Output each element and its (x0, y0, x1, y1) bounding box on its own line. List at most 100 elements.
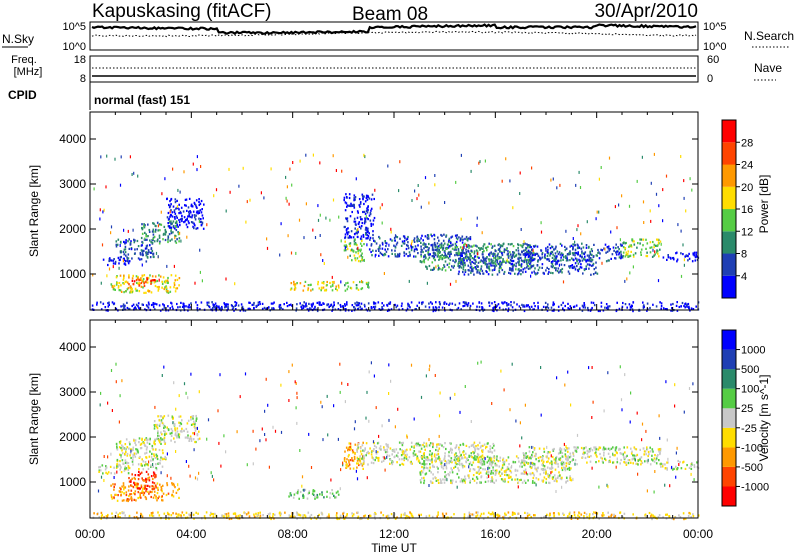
power-cell (478, 262, 480, 264)
velocity-cell (157, 511, 159, 513)
velocity-cell (477, 453, 479, 455)
power-cell (493, 253, 495, 255)
velocity-cell (603, 454, 605, 456)
power-cell (479, 306, 481, 308)
power-cell (207, 304, 209, 306)
power-cell (170, 205, 172, 207)
velocity-cell (454, 456, 456, 458)
velocity-cell (548, 457, 550, 459)
velocity-cell (112, 483, 114, 485)
velocity-cell (636, 454, 638, 456)
power-cell (219, 307, 221, 309)
velocity-cell (424, 457, 426, 459)
power-noise-cell (357, 228, 358, 231)
power-cell (109, 257, 111, 259)
freq-tick-bottom: 8 (80, 73, 86, 85)
power-cell (181, 218, 183, 220)
power-cell (499, 307, 501, 309)
velocity-cell (532, 480, 534, 482)
velocity-cell (155, 457, 157, 459)
power-cell (120, 242, 122, 244)
velocity-cell (154, 439, 156, 441)
velocity-cell (419, 471, 421, 473)
power-cell (195, 218, 197, 220)
velocity-cell (530, 473, 532, 475)
velocity-cell (121, 491, 123, 493)
power-cell (172, 231, 174, 233)
power-cell (581, 250, 583, 252)
power-cell (423, 260, 425, 262)
power-cell (650, 241, 652, 243)
power-cell (116, 240, 118, 242)
power-cell (354, 255, 356, 257)
velocity-cell (164, 456, 166, 458)
velocity-cell (581, 447, 583, 449)
power-noise-cell (390, 228, 391, 231)
velocity-cell (163, 427, 165, 429)
power-noise-cell (199, 249, 200, 252)
velocity-cell (474, 469, 476, 471)
velocity-cell (371, 453, 373, 455)
velocity-cell (502, 472, 504, 474)
velocity-cell (602, 458, 604, 460)
velocity-cell (532, 446, 534, 448)
power-cell (480, 268, 482, 270)
velocity-cell (127, 446, 129, 448)
velocity-cell (514, 479, 516, 481)
power-cell (584, 269, 586, 271)
power-cell (498, 270, 500, 272)
power-cell (148, 249, 150, 251)
power-cell (445, 269, 447, 271)
power-cell (464, 238, 466, 240)
power-cell (472, 246, 474, 248)
power-noise-cell (356, 177, 357, 180)
power-ytick-label: 2000 (59, 222, 86, 236)
velocity-cell (646, 446, 648, 448)
cpid-label: CPID (8, 88, 37, 102)
power-cell (372, 234, 374, 236)
velocity-cell (431, 461, 433, 463)
power-noise-cell (576, 228, 577, 231)
velocity-cell (189, 438, 191, 440)
power-cell (547, 251, 549, 253)
power-cell (670, 304, 672, 306)
power-cell (427, 251, 429, 253)
power-cell (563, 256, 565, 258)
velocity-cell (332, 493, 334, 495)
velocity-cell (567, 480, 569, 482)
velocity-cell (390, 459, 392, 461)
power-cell (199, 212, 201, 214)
velocity-cell (414, 445, 416, 447)
power-cell (186, 224, 188, 226)
velocity-cell (489, 457, 491, 459)
power-cell (345, 209, 347, 211)
velocity-cell (584, 452, 586, 454)
velocity-cell (154, 482, 156, 484)
power-cell (433, 306, 435, 308)
power-noise-cell (643, 200, 644, 203)
velocity-cell (153, 486, 155, 488)
power-cell (201, 221, 203, 223)
velocity-cell (572, 452, 574, 454)
power-cell (653, 246, 655, 248)
power-cell (335, 288, 337, 290)
power-cell (142, 303, 144, 305)
velocity-cell (161, 499, 163, 501)
power-cell (150, 283, 152, 285)
velocity-cell (469, 446, 471, 448)
velocity-cell (360, 447, 362, 449)
velocity-cell (359, 455, 361, 457)
power-cell (534, 305, 536, 307)
velocity-cell (549, 451, 551, 453)
velocity-cell (448, 462, 450, 464)
velocity-cell (148, 473, 150, 475)
power-cell (586, 247, 588, 249)
power-cell (203, 204, 205, 206)
velocity-cell (162, 485, 164, 487)
velocity-cell (451, 460, 453, 462)
power-noise-cell (579, 171, 580, 174)
power-cell (499, 257, 501, 259)
power-cell (609, 249, 611, 251)
velocity-cell (694, 464, 696, 466)
power-cell (259, 303, 261, 305)
